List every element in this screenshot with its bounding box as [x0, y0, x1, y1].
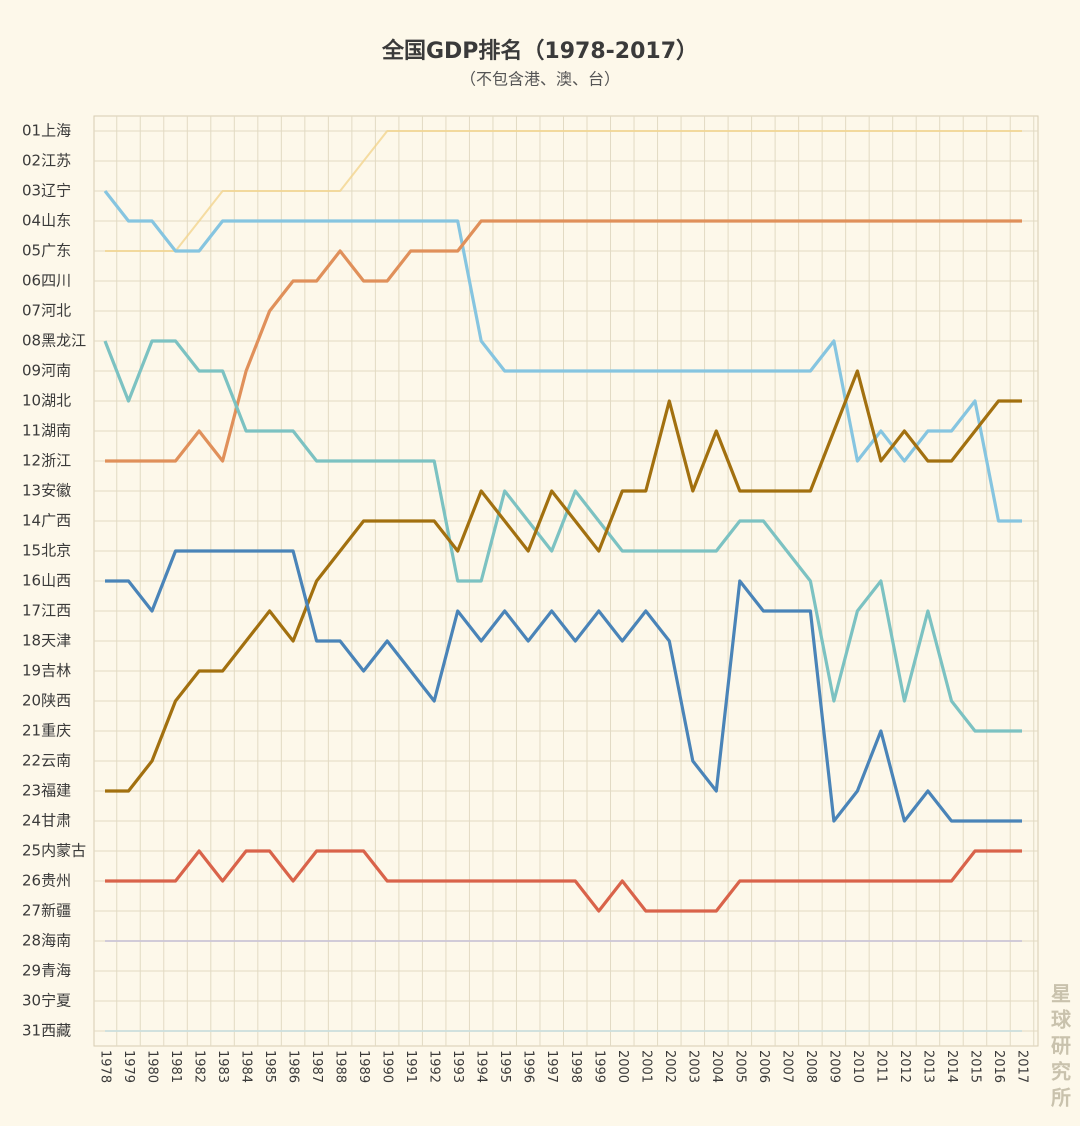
x-tick-label: 1995: [497, 1050, 512, 1083]
x-tick-label: 2005: [732, 1050, 747, 1083]
y-tick-label: 08黑龙江: [22, 332, 86, 350]
y-tick-label: 15北京: [22, 542, 71, 560]
x-tick-label: 1997: [544, 1050, 559, 1083]
y-tick-label: 29青海: [22, 962, 71, 980]
x-tick-label: 2014: [944, 1050, 959, 1083]
x-tick-label: 2001: [638, 1050, 653, 1083]
x-tick-label: 1987: [309, 1050, 324, 1083]
x-tick-label: 2013: [920, 1050, 935, 1083]
x-tick-label: 2008: [803, 1050, 818, 1083]
x-tick-label: 2009: [826, 1050, 841, 1083]
x-tick-label: 2006: [756, 1050, 771, 1083]
chart-title: 全国GDP排名（1978-2017）: [381, 38, 698, 64]
x-tick-label: 2010: [850, 1050, 865, 1083]
x-tick-label: 1985: [262, 1050, 277, 1083]
y-tick-label: 14广西: [22, 512, 71, 530]
x-tick-label: 2015: [967, 1050, 982, 1083]
x-tick-label: 2004: [709, 1050, 724, 1083]
x-tick-label: 2011: [873, 1050, 888, 1083]
y-tick-label: 10湖北: [22, 392, 71, 410]
y-tick-label: 20陕西: [22, 692, 71, 710]
chart-subtitle: （不包含港、澳、台）: [460, 70, 620, 89]
x-tick-label: 1978: [98, 1050, 113, 1083]
series-line: [105, 219, 1022, 463]
x-tick-label: 1989: [356, 1050, 371, 1083]
y-tick-label: 17江西: [22, 602, 71, 620]
x-tick-label: 1993: [450, 1050, 465, 1083]
x-tick-label: 1986: [286, 1050, 301, 1083]
series-line: [103, 339, 1022, 733]
y-tick-label: 02江苏: [22, 152, 71, 170]
y-tick-label: 28海南: [22, 932, 71, 950]
y-tick-label: 11湖南: [22, 422, 71, 440]
x-tick-label: 2000: [615, 1050, 630, 1083]
x-tick-label: 1983: [215, 1050, 230, 1083]
y-tick-label: 24甘肃: [22, 812, 71, 830]
y-tick-label: 06四川: [22, 272, 71, 290]
y-tick-label: 30宁夏: [22, 992, 71, 1010]
x-tick-label: 2012: [897, 1050, 912, 1083]
y-tick-label: 23福建: [22, 782, 71, 800]
y-tick-label: 18天津: [22, 632, 71, 650]
y-tick-label: 13安徽: [22, 482, 71, 500]
series-line: [105, 130, 1022, 252]
x-tick-label: 1982: [192, 1050, 207, 1083]
x-tick-label: 2017: [1015, 1050, 1030, 1083]
y-tick-label: 31西藏: [22, 1022, 71, 1040]
y-tick-label: 25内蒙古: [22, 842, 86, 860]
x-tick-label: 2002: [662, 1050, 677, 1083]
series-line: [105, 849, 1022, 913]
x-tick-label: 2016: [991, 1050, 1006, 1083]
x-tick-label: 1999: [591, 1050, 606, 1083]
x-tick-label: 1990: [380, 1050, 395, 1083]
x-tick-label: 1992: [427, 1050, 442, 1083]
y-tick-label: 09河南: [22, 362, 71, 380]
x-tick-label: 1991: [403, 1050, 418, 1083]
y-tick-label: 07河北: [22, 302, 71, 320]
x-tick-label: 2003: [685, 1050, 700, 1083]
series-line: [105, 369, 1022, 793]
y-tick-label: 22云南: [22, 752, 71, 770]
y-tick-label: 04山东: [22, 212, 71, 230]
y-tick-label: 01上海: [22, 122, 71, 140]
series-line: [103, 190, 1022, 523]
y-tick-label: 27新疆: [22, 902, 71, 920]
x-tick-label: 2007: [779, 1050, 794, 1083]
x-tick-label: 1980: [145, 1050, 160, 1083]
y-tick-label: 21重庆: [22, 722, 71, 740]
y-tick-label: 12浙江: [22, 452, 71, 470]
x-tick-label: 1994: [474, 1050, 489, 1083]
x-tick-label: 1981: [168, 1050, 183, 1083]
y-tick-label: 05广东: [22, 242, 71, 260]
series-line: [105, 549, 1022, 823]
y-tick-label: 16山西: [22, 572, 71, 590]
x-tick-label: 1998: [568, 1050, 583, 1083]
x-tick-label: 1988: [333, 1050, 348, 1083]
y-tick-label: 03辽宁: [22, 182, 71, 200]
watermark: 星球研究所: [1048, 983, 1072, 1113]
y-tick-label: 19吉林: [22, 662, 71, 680]
x-tick-label: 1979: [121, 1050, 136, 1083]
x-tick-label: 1996: [521, 1050, 536, 1083]
x-tick-label: 1984: [239, 1050, 254, 1083]
y-tick-label: 26贵州: [22, 872, 71, 890]
